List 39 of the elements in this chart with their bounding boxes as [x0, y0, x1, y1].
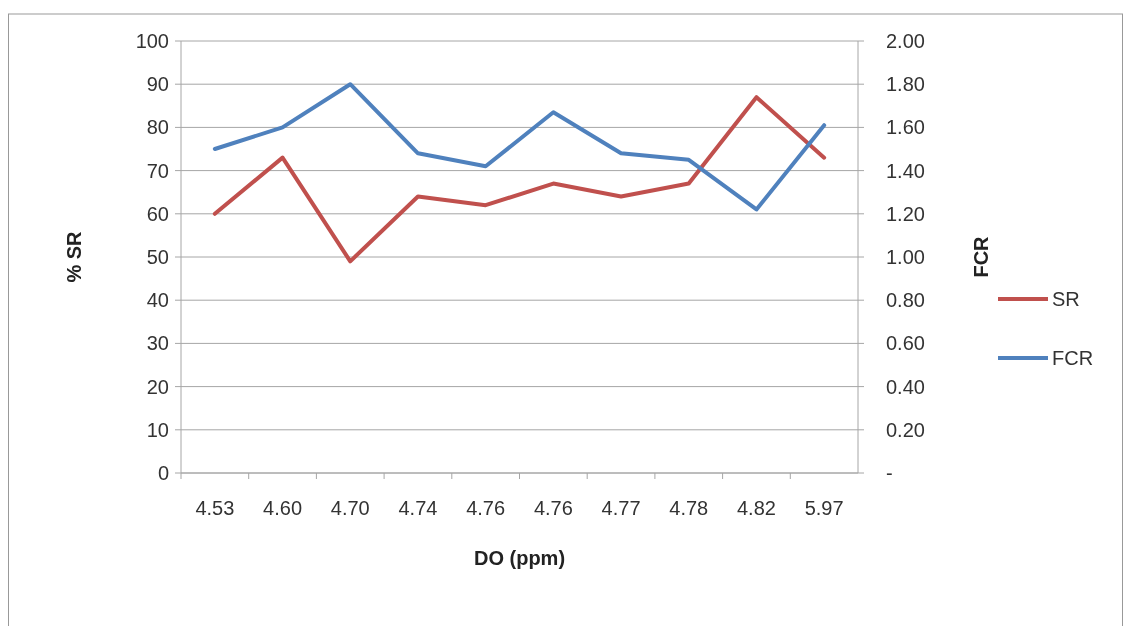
x-tick-label: 4.70: [330, 497, 370, 519]
x-tick-label: 4.60: [263, 497, 303, 519]
y-tick-label: 80: [146, 116, 169, 139]
x-tick-label: 4.77: [601, 497, 641, 519]
y2-tick-label: 1.80: [886, 73, 925, 96]
y2-tick-label: 0.80: [886, 289, 925, 312]
y2-tick-label: 0.40: [886, 375, 925, 398]
x-tick-label: 4.76: [466, 497, 506, 519]
y-tick-label: 60: [146, 202, 169, 225]
x-tick-label: 4.76: [533, 497, 573, 519]
y-tick-label: 50: [146, 246, 169, 268]
x-axis-title: DO (ppm): [473, 547, 566, 569]
y-tick-label: 70: [146, 159, 169, 182]
x-tick-label: 4.78: [669, 497, 709, 519]
y2-tick-label: 0.60: [886, 332, 925, 355]
y2-tick-label: 2.00: [886, 30, 925, 52]
y-tick-label: 40: [146, 289, 169, 312]
y2-tick-label: 1.60: [886, 116, 925, 139]
x-tick-label: 4.53: [195, 497, 235, 519]
line-series: [212, 82, 827, 212]
legend-label: SR: [1052, 288, 1080, 310]
x-tick-label: 4.74: [398, 497, 438, 519]
y-tick-label: 10: [146, 418, 169, 441]
y2-tick-label: 1.40: [886, 159, 925, 182]
y2-tick-label: -: [886, 462, 893, 484]
legend-label: FCR: [1052, 347, 1094, 369]
y-axis-title: % SR: [63, 230, 85, 283]
y-tick-label: 30: [146, 332, 169, 355]
y-tick-label: 0: [157, 462, 169, 484]
x-tick-label: 4.82: [736, 497, 776, 519]
x-tick-label: 5.97: [804, 497, 844, 519]
y2-tick-label: 0.20: [886, 418, 925, 441]
y-tick-label: 90: [146, 73, 169, 96]
y2-tick-label: 1.20: [886, 202, 925, 225]
y2-tick-label: 1.00: [886, 246, 925, 268]
y-tick-label: 20: [146, 375, 169, 398]
line-series: [212, 95, 827, 264]
y-tick-label: 100: [135, 30, 169, 52]
y2-axis-title: FCR: [970, 235, 992, 278]
